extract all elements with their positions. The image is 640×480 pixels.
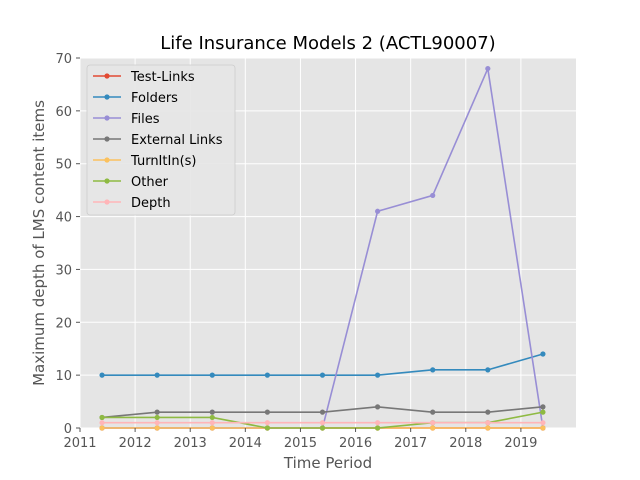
y-axis-label: Maximum depth of LMS content items xyxy=(30,100,48,386)
data-point-turnitin-s xyxy=(540,425,546,431)
data-point-other xyxy=(540,409,546,415)
data-point-depth xyxy=(485,420,491,426)
x-tick-label: 2011 xyxy=(63,436,96,451)
x-tick-label: 2017 xyxy=(394,436,427,451)
data-point-files xyxy=(375,208,381,214)
data-point-files xyxy=(485,65,491,72)
y-tick-label: 40 xyxy=(55,211,72,226)
data-point-external-links xyxy=(375,404,381,410)
y-tick-label: 30 xyxy=(55,263,72,278)
data-point-files xyxy=(430,192,436,199)
legend: Test-Links Folders Files External Links Turn… xyxy=(86,64,236,216)
data-point-depth xyxy=(154,420,160,426)
data-point-folders xyxy=(319,372,326,378)
x-tick-label: 2016 xyxy=(339,436,372,451)
legend-item: Test-Links xyxy=(93,70,195,85)
data-point-other xyxy=(264,425,270,431)
data-point-depth xyxy=(264,420,270,426)
data-point-folders xyxy=(375,372,381,378)
data-point-external-links xyxy=(430,409,436,415)
x-tick-label: 2015 xyxy=(284,436,317,451)
series-layer xyxy=(99,65,546,431)
data-point-folders xyxy=(485,367,491,373)
legend-item: External Links xyxy=(93,133,223,148)
data-point-depth xyxy=(99,420,105,426)
legend-label: Folders xyxy=(131,91,178,106)
legend-label: External Links xyxy=(131,133,223,148)
legend-swatch-marker xyxy=(104,73,110,79)
data-point-other xyxy=(319,425,326,431)
data-point-external-links xyxy=(485,409,491,415)
legend-swatch-marker xyxy=(104,157,110,163)
x-axis-label: Time Period xyxy=(283,454,372,472)
data-point-depth xyxy=(319,420,326,426)
data-point-turnitin-s xyxy=(209,425,215,431)
x-tick-label: 2012 xyxy=(119,436,152,451)
data-point-external-links xyxy=(154,409,160,415)
data-point-external-links xyxy=(319,409,326,415)
legend-swatch-marker xyxy=(104,178,110,184)
data-point-folders xyxy=(99,372,105,378)
data-point-turnitin-s xyxy=(154,425,160,431)
data-point-depth xyxy=(375,420,381,426)
y-tick-label: 50 xyxy=(55,158,72,173)
y-tick-label: 60 xyxy=(55,105,72,120)
data-point-depth xyxy=(430,420,436,426)
y-tick-label: 70 xyxy=(55,52,72,67)
x-tick-label: 2019 xyxy=(504,436,537,451)
y-tick-label: 20 xyxy=(55,316,72,331)
legend-swatch-marker xyxy=(104,136,110,142)
data-point-other xyxy=(375,425,381,431)
legend-label: Test-Links xyxy=(130,70,195,85)
legend-label: Depth xyxy=(131,196,171,211)
legend-swatch-marker xyxy=(104,115,110,121)
data-point-depth xyxy=(540,420,546,426)
data-point-folders xyxy=(209,372,215,378)
data-point-other xyxy=(209,414,215,421)
legend-label: Files xyxy=(131,112,160,127)
y-tick-label: 0 xyxy=(64,422,72,437)
data-point-depth xyxy=(209,420,215,426)
legend-swatch-marker xyxy=(104,94,110,100)
x-axis-ticks: 2011 2012 2013 2014 2015 2016 2017 2018 2019 xyxy=(63,428,537,451)
data-point-turnitin-s xyxy=(430,425,436,431)
data-point-folders xyxy=(264,372,270,378)
legend-item: Other xyxy=(93,175,169,190)
legend-item: Folders xyxy=(93,91,178,106)
data-point-folders xyxy=(430,367,436,373)
series-depth xyxy=(99,420,546,426)
y-axis-ticks: 0 10 20 30 40 50 60 70 xyxy=(55,52,80,437)
data-point-external-links xyxy=(209,409,215,415)
legend-item: Depth xyxy=(93,196,171,211)
data-point-folders xyxy=(154,372,160,378)
data-point-turnitin-s xyxy=(99,425,105,431)
data-point-folders xyxy=(540,351,546,357)
legend-frame xyxy=(86,64,236,216)
x-tick-label: 2014 xyxy=(229,436,262,451)
legend-item: Files xyxy=(93,112,160,127)
data-point-external-links xyxy=(540,404,546,410)
data-point-other xyxy=(154,414,160,421)
data-point-turnitin-s xyxy=(485,425,491,431)
chart-title: Life Insurance Models 2 (ACTL90007) xyxy=(160,33,495,54)
legend-label: Other xyxy=(131,175,169,190)
y-tick-label: 10 xyxy=(55,369,72,384)
series-folders xyxy=(99,351,546,378)
legend-swatch-marker xyxy=(104,199,110,205)
x-tick-label: 2013 xyxy=(174,436,207,451)
legend-item: TurnItIn(s) xyxy=(93,154,196,169)
x-tick-label: 2018 xyxy=(449,436,482,451)
data-point-external-links xyxy=(264,409,270,415)
data-point-other xyxy=(99,414,105,421)
legend-label: TurnItIn(s) xyxy=(130,154,196,169)
